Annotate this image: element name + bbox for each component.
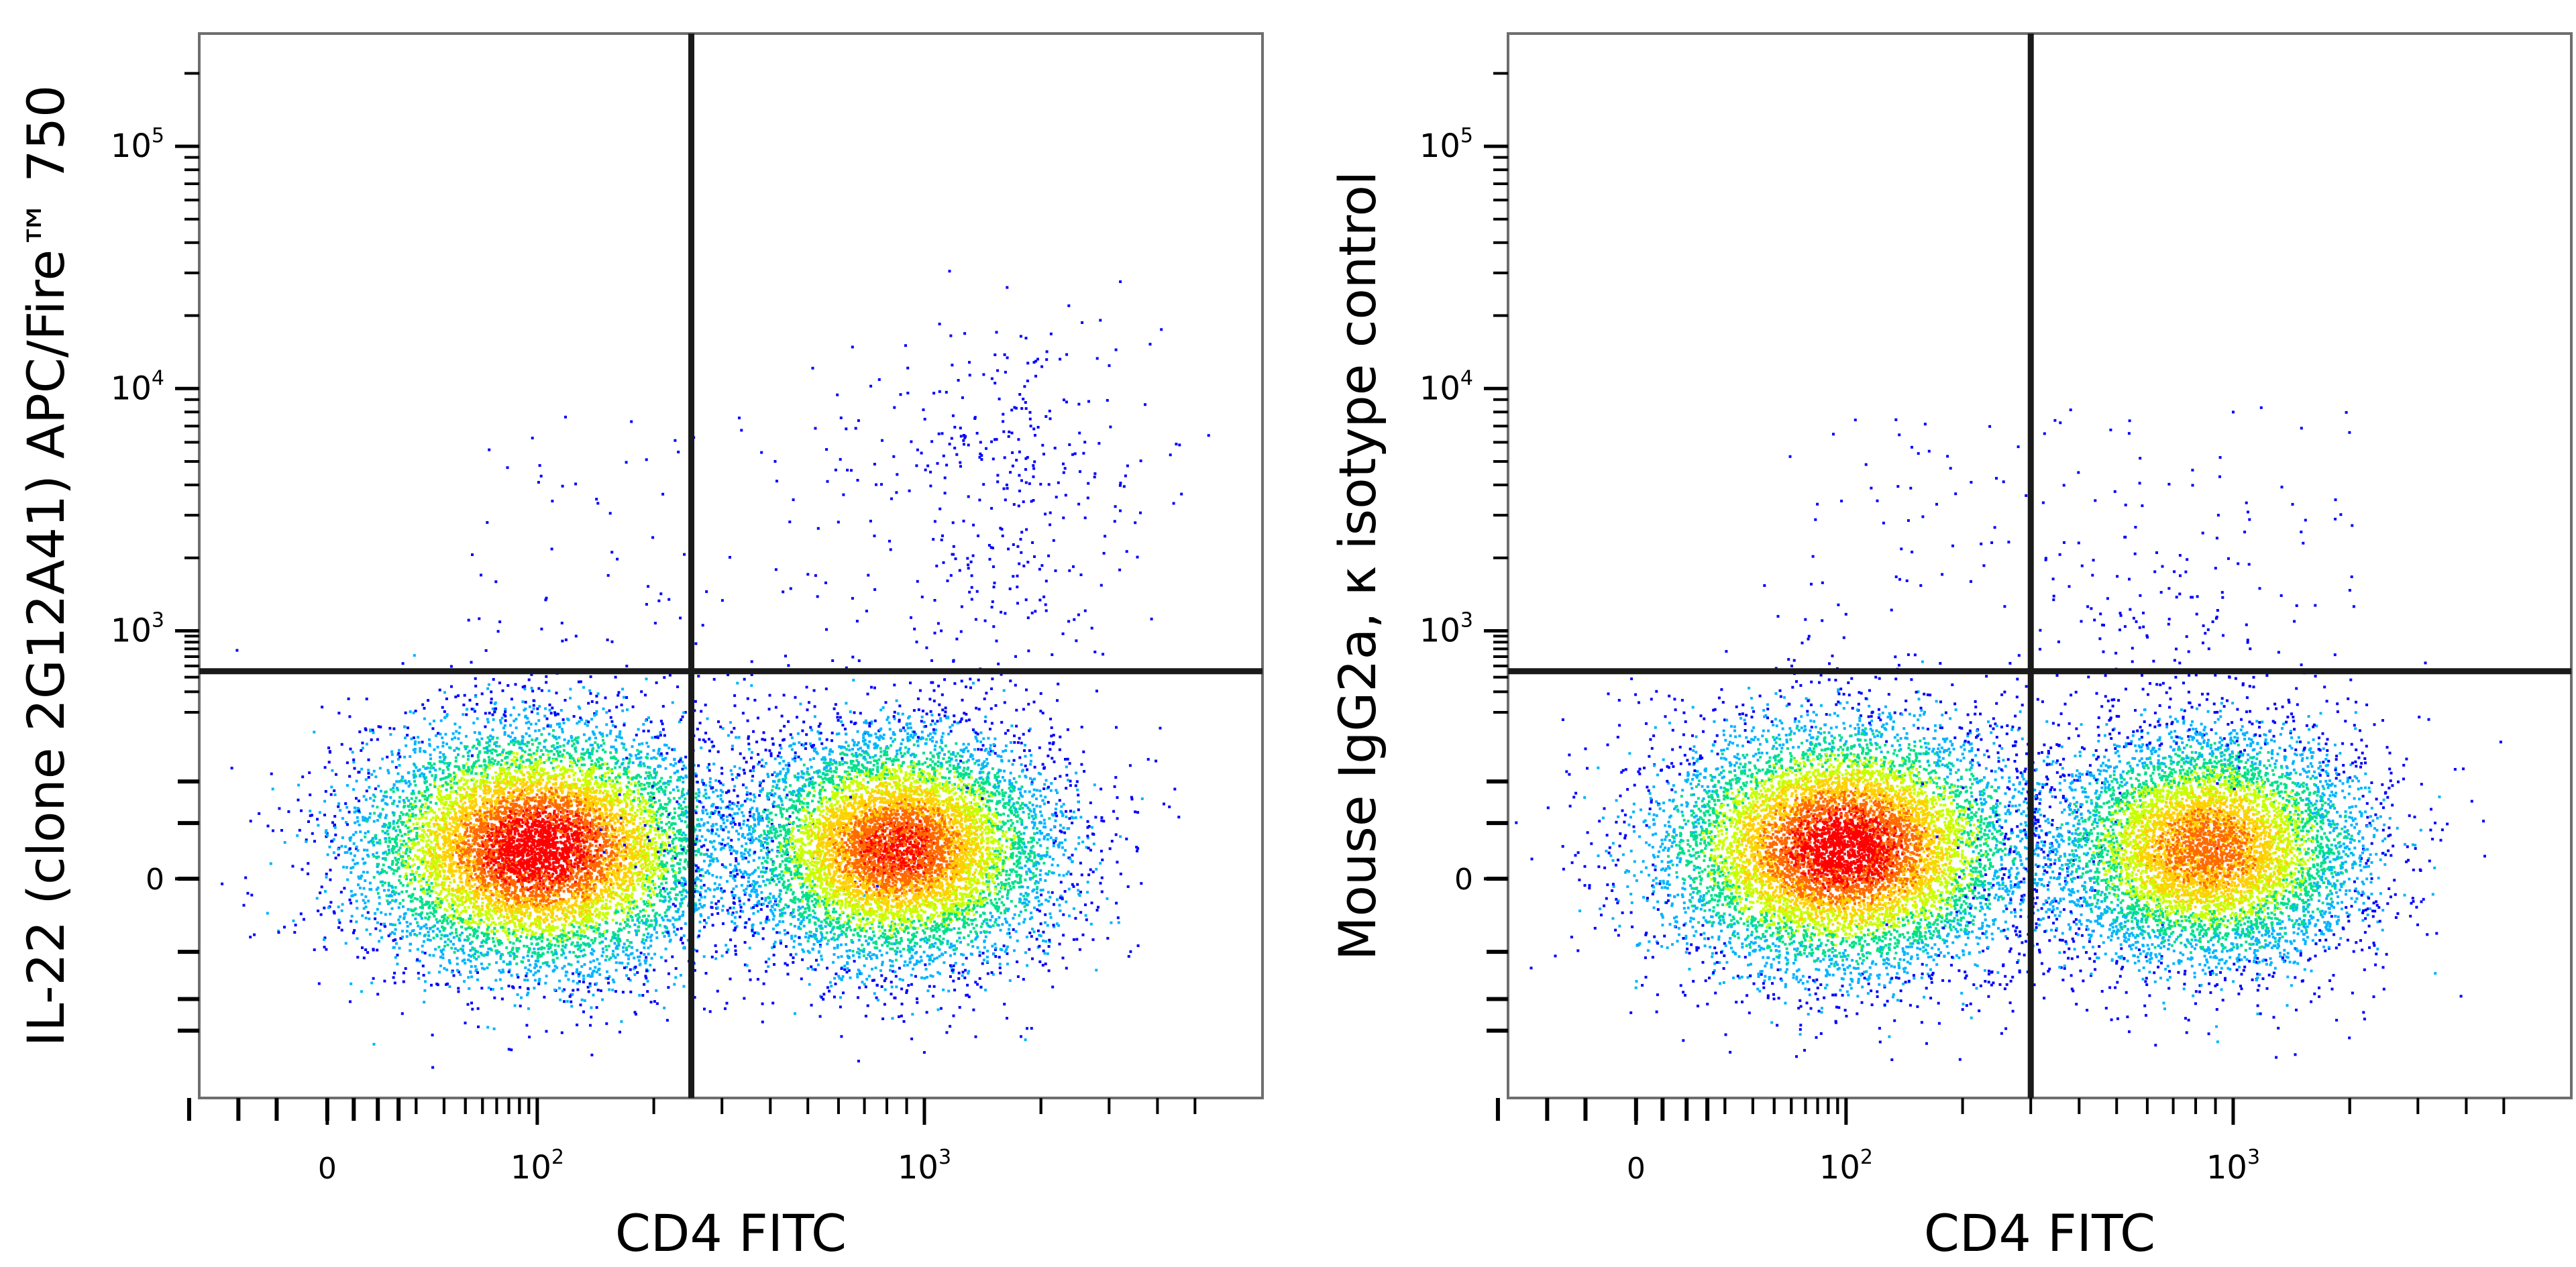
x-tick-label: 103 (898, 1146, 951, 1187)
plot-frame (1508, 34, 2571, 1098)
plot-frame (199, 34, 1263, 1098)
x-tick-label: 102 (511, 1146, 564, 1187)
x-tick-label: 102 (1819, 1146, 1873, 1187)
density-cloud-2 (1515, 406, 2502, 1061)
x-axis-title: CD4 FITC (1924, 1203, 2155, 1263)
x-axis-title: CD4 FITC (615, 1203, 847, 1263)
y-tick-label: 0 (146, 863, 164, 897)
y-axis-title: IL-22 (clone 2G12A41) APC/Fire™ 750 (16, 85, 76, 1047)
x-tick-label: 103 (2206, 1146, 2260, 1187)
x-tick-label: 0 (318, 1152, 337, 1186)
x-tick-label: 0 (1627, 1152, 1646, 1186)
y-tick-label: 104 (1419, 366, 1473, 407)
y-tick-label: 105 (1419, 124, 1473, 165)
y-axis-title: Mouse IgG2a, κ isotype control (1328, 171, 1387, 960)
y-tick-label: 103 (1419, 608, 1473, 649)
y-tick-label: 104 (111, 366, 164, 407)
axes-2: 0 102 103 0 103 104 105 CD4 FITC Mouse IgG2a, κ … (1328, 34, 2571, 1263)
axes-1: 0 102 103 0 103 104 105 CD4 FITC IL-22 (clone 2G… (16, 34, 1263, 1263)
y-tick-label: 105 (111, 124, 164, 165)
y-tick-label: 103 (111, 608, 164, 649)
y-tick-label: 0 (1454, 863, 1473, 897)
